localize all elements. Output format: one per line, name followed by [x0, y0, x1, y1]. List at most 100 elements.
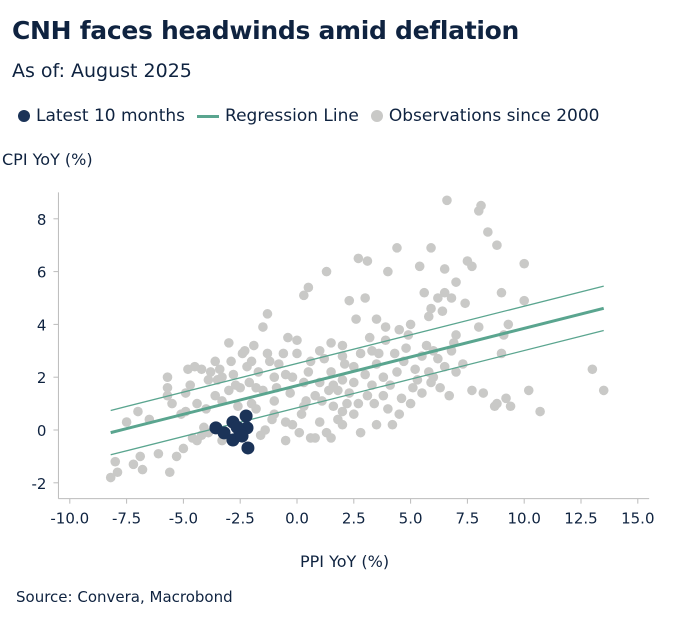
- observation-point: [369, 398, 380, 409]
- observation-point: [467, 261, 477, 272]
- observation-point: [385, 380, 395, 390]
- observation-point: [249, 340, 259, 351]
- observation-point: [258, 322, 268, 332]
- observation-point: [262, 348, 273, 359]
- observation-point: [451, 277, 461, 287]
- observation-point: [496, 287, 507, 298]
- observation-point: [121, 417, 132, 427]
- observation-point: [587, 364, 598, 375]
- observation-point: [439, 264, 450, 274]
- observation-point: [405, 398, 416, 409]
- observation-point: [210, 356, 221, 367]
- observation-point: [598, 385, 609, 396]
- observation-point: [426, 243, 436, 253]
- y-axis-label: CPI YoY (%): [2, 150, 93, 169]
- observation-point: [503, 319, 514, 330]
- observation-point: [371, 314, 382, 324]
- observation-point: [362, 256, 373, 266]
- observation-point: [233, 401, 243, 412]
- observation-point: [314, 346, 325, 356]
- observation-point: [446, 293, 457, 303]
- observation-point: [478, 388, 489, 398]
- observation-point: [326, 367, 336, 377]
- observation-point: [367, 380, 377, 390]
- observation-point: [328, 380, 339, 390]
- observation-point: [433, 353, 443, 364]
- observation-point: [105, 472, 116, 483]
- observation-point: [433, 293, 443, 303]
- observation-point: [321, 266, 332, 277]
- observation-point: [294, 427, 305, 438]
- observation-point: [483, 227, 493, 237]
- observation-point: [353, 398, 364, 409]
- observation-point: [437, 306, 448, 317]
- observation-point: [444, 390, 455, 401]
- observation-point: [349, 361, 359, 372]
- chart-subtitle: As of: August 2025: [12, 60, 192, 82]
- observation-point: [505, 401, 516, 412]
- observation-point: [421, 340, 432, 351]
- observation-point: [310, 433, 320, 443]
- observation-point: [239, 346, 250, 356]
- observation-point: [337, 340, 348, 351]
- observation-point: [189, 361, 200, 372]
- observation-point: [217, 372, 227, 383]
- observation-point: [133, 406, 143, 417]
- observation-point: [380, 322, 391, 332]
- x-tick-label: 7.5: [455, 510, 479, 528]
- legend-observations-label: Observations since 2000: [388, 106, 600, 126]
- y-tick-label: 6: [37, 264, 47, 282]
- x-tick-label: -10.0: [50, 510, 89, 528]
- observation-point: [280, 435, 291, 446]
- observation-point: [167, 398, 177, 409]
- observation-point: [355, 348, 366, 359]
- observation-point: [296, 409, 307, 419]
- legend-regression-label: Regression Line: [225, 106, 359, 126]
- legend-observations-marker: [370, 110, 383, 122]
- observation-point: [164, 467, 175, 478]
- regression-upper-band: [110, 285, 604, 412]
- observation-point: [192, 398, 202, 409]
- observation-point: [380, 335, 391, 346]
- observation-point: [137, 464, 148, 475]
- chart-title: CNH faces headwinds amid deflation: [12, 16, 520, 45]
- observation-point: [337, 375, 348, 385]
- observation-point: [439, 361, 450, 372]
- y-tick-label: 4: [37, 316, 47, 334]
- observation-point: [355, 427, 366, 438]
- observation-point: [337, 406, 348, 417]
- legend: Latest 10 months Regression Line Observa…: [18, 106, 599, 126]
- y-tick-label: 2: [37, 369, 47, 387]
- observation-point: [285, 388, 295, 398]
- observation-point: [214, 364, 225, 375]
- observation-point: [203, 375, 214, 385]
- observation-point: [280, 417, 291, 427]
- observation-point: [360, 369, 370, 380]
- observation-point: [339, 359, 350, 369]
- observation-point: [394, 324, 405, 335]
- latest-point: [239, 409, 253, 423]
- latest-point: [217, 426, 231, 440]
- observation-point: [110, 456, 121, 467]
- observation-point: [367, 346, 377, 356]
- observation-point: [523, 385, 534, 396]
- observation-point: [224, 385, 234, 396]
- observation-point: [401, 343, 411, 353]
- observation-point: [326, 433, 336, 443]
- observation-point: [337, 351, 348, 361]
- observation-point: [344, 295, 355, 306]
- observation-point: [267, 414, 277, 425]
- observation-point: [244, 377, 255, 388]
- observation-point: [255, 430, 266, 441]
- observation-point: [251, 382, 261, 393]
- observation-point: [292, 348, 302, 359]
- observation-point: [230, 380, 241, 390]
- observation-point: [303, 282, 314, 293]
- observation-point: [519, 258, 529, 269]
- latest-point: [241, 441, 255, 455]
- observation-point: [387, 419, 398, 430]
- legend-regression-marker: [197, 114, 220, 118]
- observation-point: [328, 401, 339, 412]
- observation-point: [405, 319, 416, 330]
